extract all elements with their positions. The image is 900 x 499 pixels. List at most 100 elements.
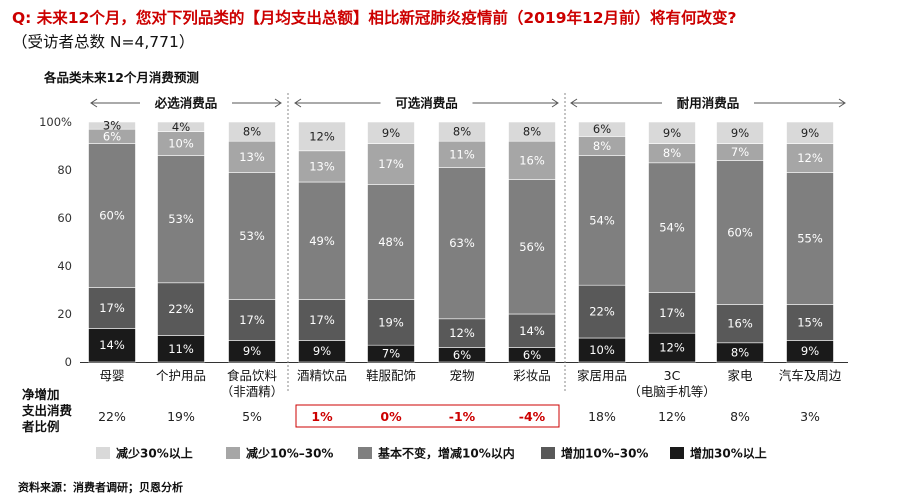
bar-segment <box>88 287 136 329</box>
bar-segment <box>578 155 626 286</box>
data-label: 22% <box>168 302 194 316</box>
bar-segment <box>88 328 136 363</box>
data-label: 60% <box>99 209 125 223</box>
category-label: 彩妆品 <box>513 368 551 383</box>
highlight-box <box>295 404 560 428</box>
category-label: 3C <box>664 368 681 383</box>
legend-label: 基本不变，增减10%以内 <box>377 446 515 461</box>
net-increase-value: 3% <box>800 409 820 424</box>
legend-swatch <box>226 447 240 459</box>
data-label: 9% <box>801 126 819 140</box>
net-increase-value: 5% <box>242 409 262 424</box>
group-label: 耐用消费品 <box>677 96 740 111</box>
category-label: 家居用品 <box>577 368 627 383</box>
bar-segment <box>438 121 486 142</box>
data-label: 8% <box>453 125 471 139</box>
legend-swatch <box>358 447 372 459</box>
respondent-count: （受访者总数 N=4,771） <box>12 33 195 51</box>
legend-label: 减少10%–30% <box>246 446 333 461</box>
data-label: 17% <box>378 157 404 171</box>
data-label: 6% <box>593 122 611 136</box>
net-increase-value: 22% <box>98 409 126 424</box>
data-label: 8% <box>731 345 749 359</box>
category-label: （电脑手机等） <box>628 384 716 399</box>
bar-segment <box>157 131 205 156</box>
net-increase-value: 18% <box>588 409 616 424</box>
bar-segment <box>228 121 276 142</box>
arrow-left-icon <box>90 98 98 108</box>
bar-segment <box>508 121 556 142</box>
data-label: 14% <box>99 338 125 352</box>
category-label: 食品饮料 <box>227 368 278 383</box>
category-label: 酒精饮品 <box>297 368 347 383</box>
net-increase-value: 0% <box>380 409 402 424</box>
chart-subtitle: 各品类未来12个月消费预测 <box>44 70 199 85</box>
data-label: 9% <box>243 344 261 358</box>
bar-segment <box>716 304 764 344</box>
data-label: 3% <box>103 119 121 133</box>
bar-segment <box>578 284 626 339</box>
net-increase-value: -1% <box>449 409 476 424</box>
arrow-left-icon <box>294 98 302 108</box>
source-note: 资料来源：消费者调研；贝恩分析 <box>18 481 183 494</box>
bar-segment <box>578 337 626 363</box>
data-label: 13% <box>239 150 265 164</box>
category-label: 个护用品 <box>156 368 206 383</box>
data-label: 63% <box>449 236 475 250</box>
data-label: 12% <box>309 129 335 143</box>
data-label: 19% <box>378 315 404 329</box>
data-label: 53% <box>168 212 194 226</box>
bar-segment <box>157 335 205 363</box>
data-label: 10% <box>168 137 194 151</box>
data-label: 9% <box>382 126 400 140</box>
group-label: 可选消费品 <box>395 96 458 111</box>
arrow-left-icon <box>570 98 578 108</box>
legend-label: 增加10%–30% <box>561 446 648 461</box>
data-label: 6% <box>103 129 121 143</box>
category-label: （非酒精） <box>221 384 284 399</box>
data-label: 56% <box>519 240 545 254</box>
data-label: 17% <box>99 301 125 315</box>
arrow-right-icon <box>274 98 282 108</box>
arrow-right-icon <box>551 98 559 108</box>
data-label: 7% <box>731 145 749 159</box>
data-label: 7% <box>382 347 400 361</box>
question-text: Q: 未来12个月，您对下列品类的【月均支出总额】相比新冠肺炎疫情前（2019年… <box>12 9 737 27</box>
data-label: 48% <box>378 235 404 249</box>
bar-segment <box>228 140 276 173</box>
data-label: 9% <box>731 126 749 140</box>
data-label: 17% <box>239 313 265 327</box>
data-label: 49% <box>309 234 335 248</box>
bar-segment <box>228 299 276 341</box>
category-label: 鞋服配饰 <box>366 368 416 383</box>
legend-swatch <box>96 447 110 459</box>
y-tick-label: 40 <box>57 259 72 273</box>
bar-segment <box>228 172 276 300</box>
data-label: 11% <box>449 147 475 161</box>
data-label: 8% <box>243 125 261 139</box>
y-tick-label: 80 <box>57 163 72 177</box>
data-label: 12% <box>449 326 475 340</box>
data-label: 53% <box>239 229 265 243</box>
data-label: 16% <box>727 317 753 331</box>
bar-segment <box>88 143 136 288</box>
data-label: 22% <box>589 305 615 319</box>
bar-segment <box>508 179 556 315</box>
category-label: 家电 <box>727 368 753 383</box>
data-label: 54% <box>589 213 615 227</box>
y-tick-label: 20 <box>57 307 72 321</box>
bar-segment <box>367 299 415 346</box>
bar-segment <box>648 162 696 293</box>
data-label: 14% <box>519 324 545 338</box>
net-increase-value: 8% <box>730 409 750 424</box>
bar-segment <box>438 167 486 320</box>
legend-swatch <box>670 447 684 459</box>
bar-segment <box>298 150 346 183</box>
data-label: 8% <box>593 139 611 153</box>
bar-segment <box>438 140 486 168</box>
net-increase-value: 12% <box>658 409 686 424</box>
bar-segment <box>367 121 415 144</box>
data-label: 54% <box>659 221 685 235</box>
bar-segment <box>786 121 834 144</box>
